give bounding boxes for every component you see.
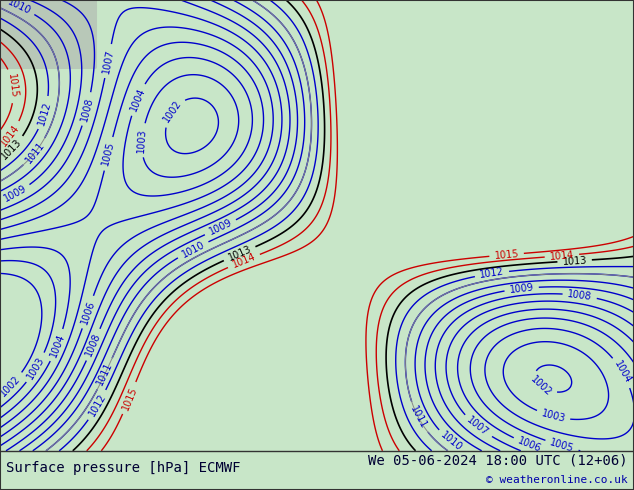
- Text: 1006: 1006: [516, 436, 543, 454]
- Text: 1009: 1009: [207, 218, 234, 237]
- Text: 1009: 1009: [509, 282, 534, 295]
- Text: 1010: 1010: [6, 0, 32, 16]
- Text: © weatheronline.co.uk: © weatheronline.co.uk: [486, 475, 628, 485]
- Text: 1007: 1007: [101, 48, 115, 74]
- Text: 1015: 1015: [494, 249, 519, 261]
- Text: 1012: 1012: [87, 392, 108, 418]
- Text: 1014: 1014: [0, 123, 22, 148]
- Text: 1014: 1014: [231, 251, 257, 270]
- Text: 1008: 1008: [567, 289, 593, 302]
- Text: 1006: 1006: [79, 299, 96, 325]
- Text: 1014: 1014: [549, 250, 574, 262]
- Text: 1013: 1013: [226, 244, 253, 263]
- Text: 1003: 1003: [25, 355, 47, 381]
- Text: 1011: 1011: [95, 361, 115, 387]
- Text: We 05-06-2024 18:00 UTC (12+06): We 05-06-2024 18:00 UTC (12+06): [368, 454, 628, 467]
- Text: 1003: 1003: [136, 128, 148, 153]
- Text: 1013: 1013: [562, 255, 587, 267]
- Text: 1004: 1004: [48, 332, 67, 359]
- Text: Surface pressure [hPa] ECMWF: Surface pressure [hPa] ECMWF: [6, 462, 241, 475]
- Text: 1011: 1011: [23, 140, 47, 165]
- Text: 1012: 1012: [36, 100, 53, 126]
- Text: 1004: 1004: [612, 359, 633, 386]
- FancyBboxPatch shape: [0, 0, 97, 69]
- Text: 1005: 1005: [101, 141, 117, 167]
- Text: 1012: 1012: [479, 267, 505, 280]
- Text: 1011: 1011: [408, 404, 429, 431]
- Text: 1008: 1008: [84, 332, 103, 358]
- Text: 1010: 1010: [180, 240, 206, 260]
- Text: 1015: 1015: [120, 385, 139, 411]
- Text: 1008: 1008: [79, 96, 95, 122]
- Text: 1002: 1002: [161, 98, 183, 124]
- Text: 1003: 1003: [540, 408, 566, 424]
- Text: 1009: 1009: [2, 183, 28, 204]
- Text: 1007: 1007: [465, 415, 491, 438]
- Text: 1013: 1013: [0, 137, 24, 162]
- Text: 1015: 1015: [6, 73, 20, 99]
- Text: 1004: 1004: [128, 86, 146, 113]
- Text: 1002: 1002: [0, 373, 23, 398]
- Text: 1005: 1005: [548, 437, 575, 454]
- Text: 1010: 1010: [439, 430, 464, 453]
- Text: 1002: 1002: [529, 374, 553, 398]
